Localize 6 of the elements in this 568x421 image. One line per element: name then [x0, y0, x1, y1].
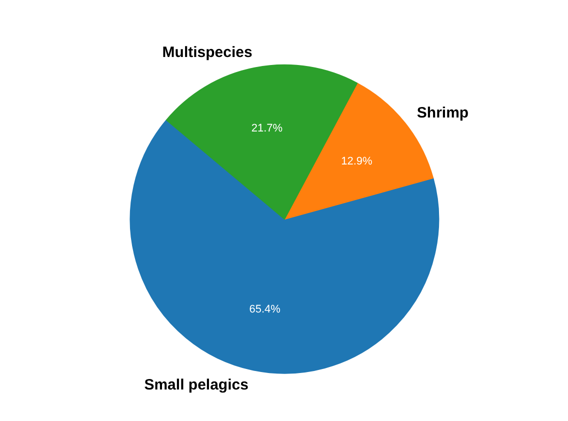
slice-label: Multispecies [162, 44, 252, 62]
data-label: 21.7% [251, 122, 283, 134]
slice-label: Shrimp [416, 104, 469, 122]
slice-label: Small pelagics [144, 376, 248, 394]
data-label: 12.9% [341, 155, 373, 168]
data-label: 65.4% [249, 304, 281, 316]
